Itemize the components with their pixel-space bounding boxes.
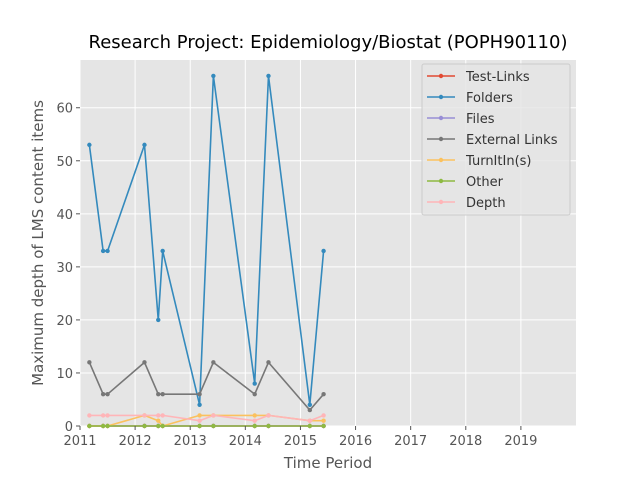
x-tick-label: 2014 [229, 434, 262, 449]
data-point-turnitin-s [321, 418, 326, 423]
data-point-other [160, 423, 165, 429]
data-point-depth [160, 413, 165, 418]
data-point-depth [100, 413, 106, 418]
data-point-depth [156, 413, 161, 418]
legend-marker-folders [438, 94, 444, 100]
data-point-folders [197, 402, 202, 407]
legend-label-turnitin-s: TurnItIn(s) [465, 154, 531, 169]
data-point-folders [252, 381, 257, 386]
data-point-depth [87, 413, 92, 418]
data-point-other [87, 423, 92, 429]
y-tick-label: 60 [56, 102, 73, 117]
data-point-folders [307, 402, 313, 407]
y-tick-label: 40 [56, 208, 73, 223]
axes: 2011 2012 2013 2014 2015 2016 2017 2018 2019 0 10 2… [56, 102, 537, 449]
data-point-external-links [211, 360, 216, 365]
data-point-other [105, 423, 110, 429]
chart-title: Research Project: Epidemiology/Biostat (… [89, 32, 568, 53]
data-point-folders [142, 142, 147, 148]
data-point-turnitin-s [197, 413, 202, 418]
series-other [87, 423, 326, 429]
data-point-depth [266, 413, 271, 418]
data-point-external-links [142, 360, 147, 365]
data-point-other [266, 423, 271, 429]
legend-label-files: Files [466, 112, 495, 127]
data-point-depth [105, 413, 110, 418]
data-point-turnitin-s [252, 413, 257, 418]
legend-marker-files [438, 115, 444, 121]
legend-label-test-links: Test-Links [465, 70, 530, 85]
data-point-external-links [156, 391, 161, 397]
x-tick-label: 2017 [394, 434, 427, 449]
data-point-depth [321, 413, 326, 418]
data-point-other [197, 423, 202, 429]
data-point-other [252, 423, 257, 429]
data-point-folders [160, 248, 165, 254]
data-point-external-links [100, 391, 106, 397]
data-point-other [211, 423, 216, 429]
y-tick-label: 0 [65, 420, 73, 435]
data-point-depth [307, 418, 313, 423]
data-point-folders [100, 248, 106, 254]
data-point-depth [211, 413, 216, 418]
data-point-folders [321, 248, 326, 254]
series-depth [87, 413, 326, 423]
data-point-other [100, 423, 106, 429]
data-point-depth [142, 413, 147, 418]
y-tick-label: 10 [56, 367, 73, 382]
series-external-links [87, 360, 326, 413]
legend-label-folders: Folders [466, 91, 513, 106]
legend-marker-external-links [438, 136, 444, 142]
data-point-other [156, 423, 161, 429]
data-point-other [321, 423, 326, 429]
x-tick-label: 2016 [339, 434, 372, 449]
legend-marker-other [438, 178, 444, 184]
data-point-external-links [252, 391, 257, 397]
x-tick-label: 2018 [449, 434, 482, 449]
data-point-folders [87, 142, 92, 148]
x-axis-label: Time Period [283, 454, 372, 472]
legend-marker-test-links [438, 73, 444, 79]
series-layer [87, 73, 326, 429]
data-point-other [142, 423, 147, 429]
x-tick-label: 2012 [119, 434, 152, 449]
data-point-depth [197, 418, 202, 423]
data-point-external-links [87, 360, 92, 365]
x-tick-label: 2011 [63, 434, 96, 449]
data-point-external-links [160, 391, 165, 397]
data-point-other [307, 423, 313, 429]
y-tick-label: 20 [56, 314, 73, 329]
data-point-external-links [197, 391, 202, 397]
data-point-folders [211, 73, 216, 79]
x-tick-label: 2019 [504, 434, 537, 449]
data-point-folders [156, 317, 161, 323]
data-point-turnitin-s [156, 418, 161, 423]
data-point-folders [105, 248, 110, 254]
legend-label-depth: Depth [466, 196, 506, 211]
x-tick-label: 2013 [174, 434, 207, 449]
legend-marker-depth [438, 199, 444, 205]
legend-label-external-links: External Links [466, 133, 558, 148]
data-point-external-links [266, 360, 271, 365]
y-axis-label: Maximum depth of LMS content items [29, 100, 47, 386]
x-tick-label: 2015 [284, 434, 317, 449]
legend-marker-turnitin-s [438, 157, 444, 163]
series-folders [87, 73, 326, 407]
legend-box [421, 63, 571, 216]
legend: Test-Links Folders Files External Links Turn… [421, 63, 571, 216]
legend-label-other: Other [466, 175, 504, 190]
data-point-external-links [307, 407, 313, 413]
data-point-external-links [321, 391, 326, 397]
y-tick-label: 50 [56, 155, 73, 170]
data-point-external-links [105, 391, 110, 397]
data-point-folders [266, 73, 271, 79]
data-point-depth [252, 418, 257, 423]
y-tick-label: 30 [56, 261, 73, 276]
